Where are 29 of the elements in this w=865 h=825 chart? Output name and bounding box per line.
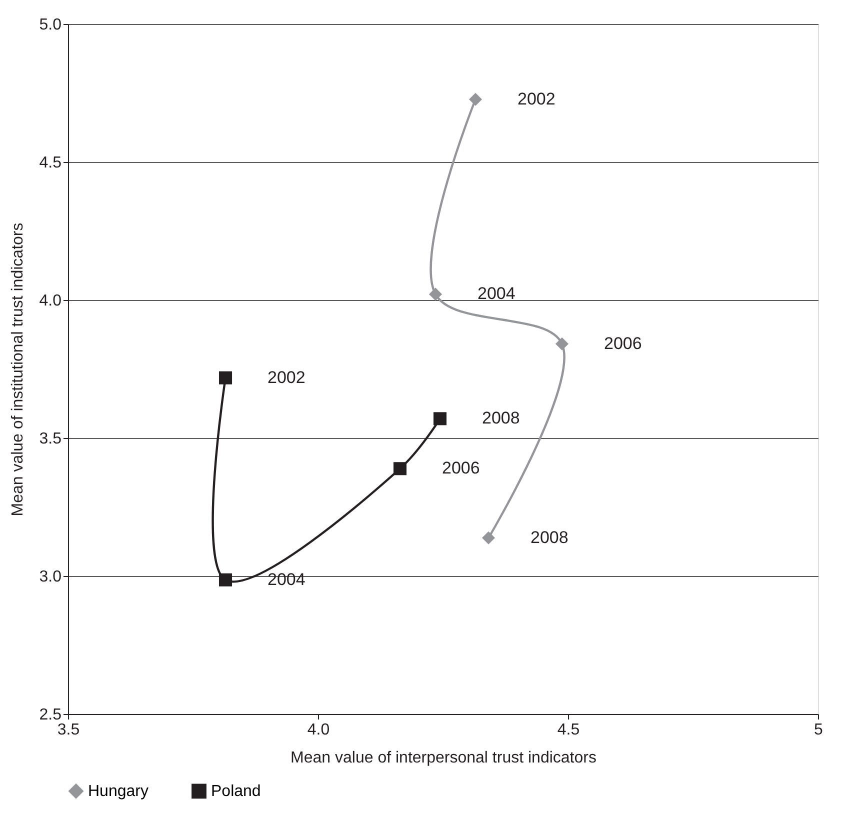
y-tick-label: 2.5 — [39, 706, 62, 724]
x-axis-title: Mean value of interpersonal trust indicators — [290, 750, 596, 766]
y-tick-label: 3.5 — [39, 430, 62, 448]
y-tick-label: 4.0 — [39, 292, 62, 310]
point — [468, 92, 482, 106]
point — [393, 462, 407, 476]
point — [218, 371, 232, 384]
x-tick-label: 5 — [814, 722, 824, 738]
point — [555, 337, 569, 350]
x-tick-label: 4.5 — [557, 722, 580, 738]
y-tick-label: 5.0 — [39, 16, 62, 34]
legend-label: Poland — [211, 783, 261, 800]
annotation: 2008 — [482, 408, 520, 428]
annotation: 2008 — [530, 528, 568, 547]
point — [428, 288, 442, 301]
annotation: 2004 — [478, 284, 516, 304]
x-tick-label: 3.5 — [57, 722, 80, 738]
y-tick-label: 4.5 — [39, 154, 62, 172]
legend-label: Hungary — [88, 783, 148, 800]
point — [433, 412, 447, 426]
point — [482, 531, 496, 544]
annotation: 2006 — [442, 458, 480, 478]
annotation: 2006 — [604, 334, 642, 353]
y-tick-label: 3.0 — [39, 568, 62, 586]
annotation: 2002 — [518, 89, 556, 108]
x-tick-label: 4.0 — [307, 722, 330, 738]
annotation: 2002 — [268, 368, 306, 387]
y-axis-title: Mean value of institutional trust indicators — [9, 222, 26, 516]
point — [218, 573, 232, 586]
